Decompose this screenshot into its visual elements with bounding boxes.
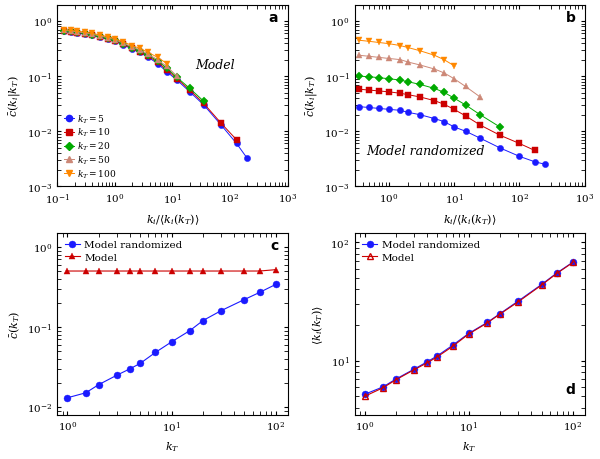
Model randomized: [465, 331, 472, 336]
Model: [434, 354, 441, 360]
Model randomized: [569, 260, 577, 265]
Y-axis label: $\langle k_i(k_T)\rangle$: $\langle k_i(k_T)\rangle$: [310, 304, 325, 344]
Model randomized: [538, 282, 545, 288]
Model randomized: [152, 350, 159, 355]
Legend: $k_T=5$, $k_T=10$, $k_T=20$, $k_T=50$, $k_T=100$: $k_T=5$, $k_T=10$, $k_T=20$, $k_T=50$, $…: [62, 111, 119, 182]
Model randomized: [392, 376, 400, 382]
Model randomized: [168, 339, 175, 345]
Y-axis label: $\bar{c}(k_i|k_T)$: $\bar{c}(k_i|k_T)$: [5, 75, 22, 117]
Model: [127, 269, 134, 274]
Model: [137, 269, 144, 274]
Line: Model randomized: Model randomized: [361, 259, 577, 398]
X-axis label: $k_T$: $k_T$: [463, 440, 477, 453]
Model randomized: [484, 320, 491, 325]
Model: [538, 283, 545, 288]
Model: [256, 269, 263, 274]
Model: [515, 299, 522, 305]
Model randomized: [187, 328, 194, 334]
Line: Model: Model: [64, 267, 279, 275]
Model: [199, 269, 206, 274]
X-axis label: $k_i/\langle k_i(k_T)\rangle$: $k_i/\langle k_i(k_T)\rangle$: [443, 212, 496, 226]
Text: Model: Model: [196, 59, 235, 72]
Model: [152, 269, 159, 274]
Model randomized: [515, 298, 522, 304]
Legend: Model randomized, Model: Model randomized, Model: [360, 239, 482, 264]
Model: [411, 367, 418, 373]
Text: a: a: [269, 11, 278, 25]
Text: d: d: [566, 383, 575, 397]
Model randomized: [379, 384, 386, 390]
Y-axis label: $\bar{c}(k_T)$: $\bar{c}(k_T)$: [7, 310, 22, 338]
Model randomized: [241, 297, 248, 302]
Model randomized: [64, 395, 71, 401]
Model: [449, 344, 456, 349]
Legend: Model randomized, Model: Model randomized, Model: [62, 239, 185, 264]
Model: [95, 269, 103, 274]
Model: [218, 269, 225, 274]
Model: [424, 360, 431, 366]
Y-axis label: $\bar{c}(k_i|k_T)$: $\bar{c}(k_i|k_T)$: [303, 75, 319, 117]
Model: [241, 269, 248, 274]
Model: [113, 269, 121, 274]
Model: [361, 394, 368, 399]
X-axis label: $k_T$: $k_T$: [165, 440, 179, 453]
Model: [392, 377, 400, 383]
Model: [497, 312, 504, 317]
Model randomized: [82, 390, 89, 396]
Model: [82, 269, 89, 274]
Model: [553, 271, 560, 277]
Model randomized: [434, 353, 441, 359]
Model randomized: [137, 361, 144, 366]
Model: [168, 269, 175, 274]
Model randomized: [218, 308, 225, 313]
Text: b: b: [566, 11, 575, 25]
X-axis label: $k_i/\langle k_i(k_T)\rangle$: $k_i/\langle k_i(k_T)\rangle$: [146, 212, 199, 226]
Model randomized: [199, 318, 206, 324]
Model randomized: [449, 343, 456, 348]
Model randomized: [256, 290, 263, 296]
Model randomized: [497, 311, 504, 317]
Model: [484, 320, 491, 326]
Text: c: c: [270, 239, 278, 253]
Model: [465, 331, 472, 337]
Line: Model randomized: Model randomized: [64, 281, 279, 401]
Model: [187, 269, 194, 274]
Model randomized: [553, 271, 560, 276]
Model randomized: [113, 373, 121, 378]
Model: [569, 260, 577, 266]
Text: Model randomized: Model randomized: [366, 144, 485, 157]
Model: [272, 267, 280, 273]
Model randomized: [411, 366, 418, 372]
Line: Model: Model: [361, 259, 577, 400]
Model randomized: [127, 366, 134, 372]
Model randomized: [95, 382, 103, 387]
Model randomized: [272, 282, 280, 287]
Model: [379, 385, 386, 391]
Model: [64, 269, 71, 274]
Model randomized: [424, 359, 431, 364]
Model randomized: [361, 392, 368, 397]
